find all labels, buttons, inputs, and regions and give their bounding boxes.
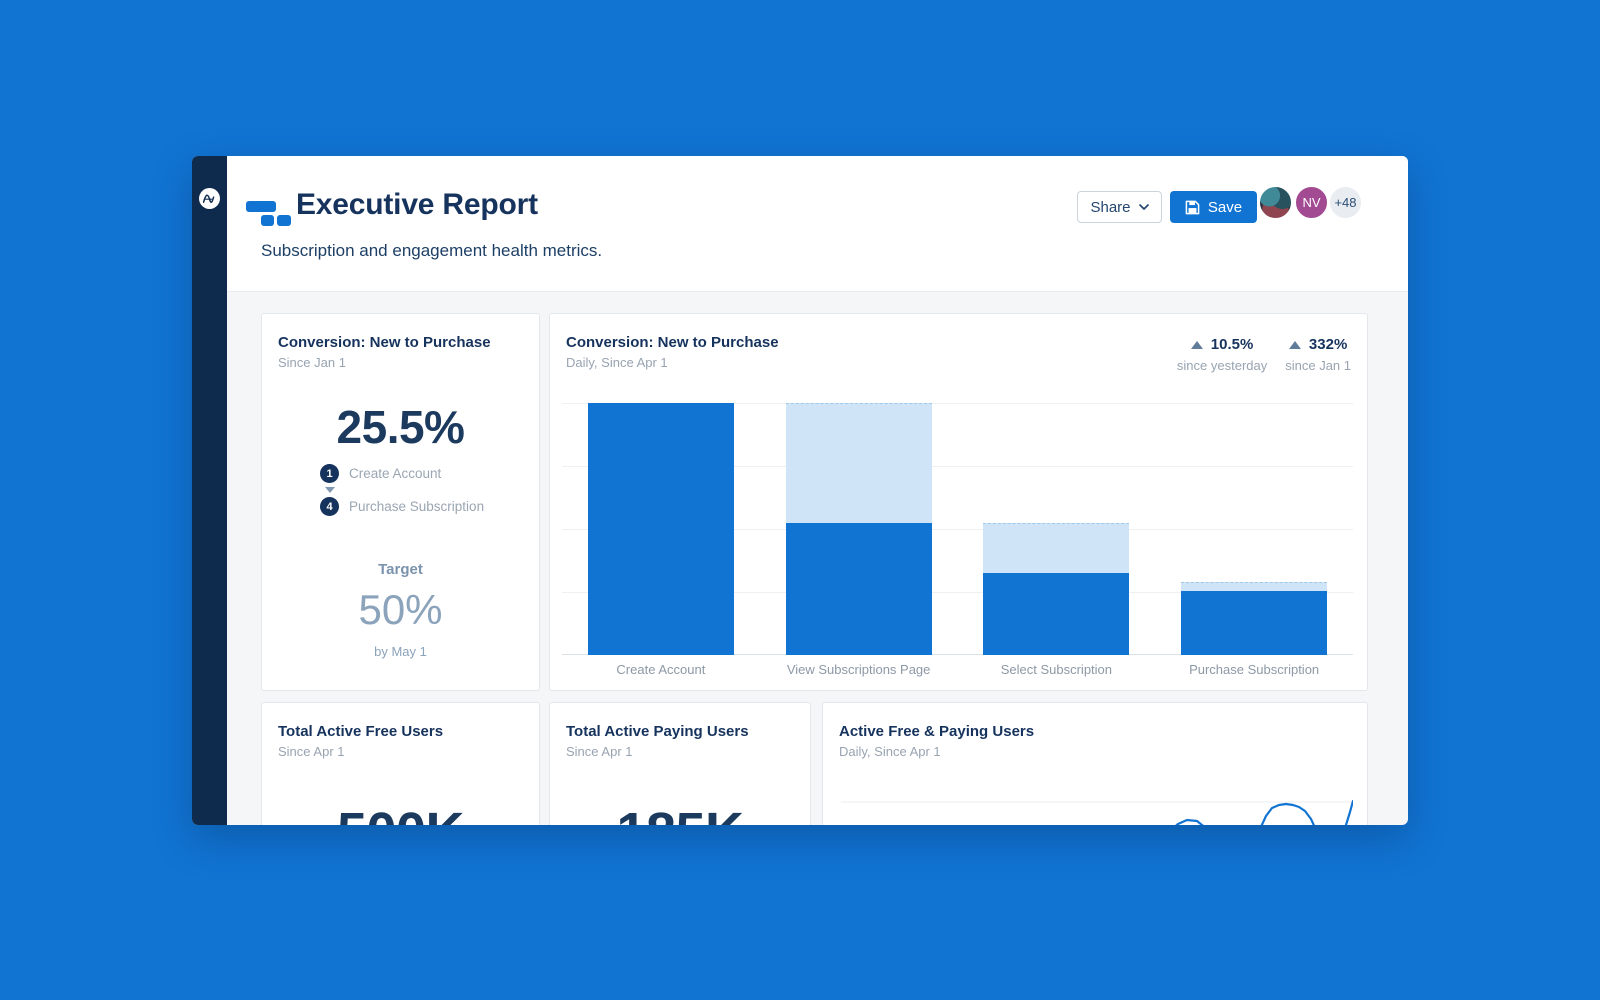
funnel-bar-group <box>958 403 1156 655</box>
card-title: Total Active Free Users <box>278 723 444 740</box>
delta-stat: 10.5% since yesterday <box>1177 336 1267 373</box>
app-sidebar <box>192 156 227 825</box>
funnel-steps: 1 Create Account 4 Purchase Subscription <box>320 464 484 516</box>
funnel-bar-group <box>760 403 958 655</box>
save-button[interactable]: Save <box>1170 191 1257 223</box>
avatar-photo[interactable] <box>1258 185 1293 220</box>
step-label: Purchase Subscription <box>349 499 485 514</box>
funnel-bar <box>587 403 734 655</box>
target-label: Target <box>378 561 423 578</box>
paying-users-card: Total Active Paying Users Since Apr 1 18… <box>549 702 811 825</box>
save-floppy-icon <box>1185 200 1200 214</box>
card-subtitle: Daily, Since Apr 1 <box>839 744 941 759</box>
report-grid-icon <box>246 201 291 226</box>
card-subtitle: Since Apr 1 <box>566 744 633 759</box>
step-number-badge: 4 <box>320 497 339 516</box>
share-button-label: Share <box>1090 198 1131 216</box>
funnel-bar <box>785 522 932 655</box>
conversion-value: 25.5% <box>336 401 465 453</box>
step-label: Create Account <box>349 466 442 481</box>
card-title: Active Free & Paying Users <box>839 723 1035 740</box>
paying-users-value: 185K <box>550 801 810 825</box>
free-users-value: 500K <box>262 801 539 825</box>
page-subtitle: Subscription and engagement health metri… <box>261 241 603 260</box>
target-value: 50% <box>358 586 443 633</box>
triangle-up-icon <box>1288 340 1301 349</box>
funnel-step: 4 Purchase Subscription <box>320 497 484 516</box>
funnel-x-label: Select Subscription <box>1000 662 1113 677</box>
delta-stats: 10.5% since yesterday 332% since Jan 1 <box>1177 336 1351 373</box>
step-arrow-down-icon <box>325 487 335 493</box>
share-button[interactable]: Share <box>1077 191 1162 223</box>
card-subtitle: Since Apr 1 <box>278 744 345 759</box>
app-window: Executive Report Subscription and engage… <box>192 156 1408 825</box>
stat-period: since yesterday <box>1176 358 1268 373</box>
funnel-x-label: View Subscriptions Page <box>786 662 931 677</box>
funnel-x-label: Create Account <box>616 662 706 677</box>
card-subtitle: Since Jan 1 <box>278 355 346 370</box>
page-title: Executive Report <box>296 188 538 221</box>
funnel-bars <box>562 403 1353 655</box>
funnel-bar <box>1181 590 1328 655</box>
funnel-bar-group <box>1155 403 1353 655</box>
avatar-initials[interactable]: NV <box>1294 185 1329 220</box>
card-subtitle: Daily, Since Apr 1 <box>566 355 668 370</box>
triangle-up-icon <box>1190 340 1203 349</box>
conversion-summary-card: Conversion: New to Purchase Since Jan 1 … <box>261 313 540 691</box>
target-deadline: by May 1 <box>374 644 427 659</box>
active-users-chart-card: Active Free & Paying Users Daily, Since … <box>822 702 1368 825</box>
stat-delta-value: 332% <box>1308 336 1348 353</box>
stat-period: since Jan 1 <box>1285 358 1351 373</box>
funnel-x-label: Purchase Subscription <box>1189 662 1320 677</box>
avatar-overflow-count[interactable]: +48 <box>1328 185 1363 220</box>
active-users-line <box>1175 799 1353 825</box>
save-button-label: Save <box>1207 198 1243 216</box>
amplitude-logo[interactable] <box>199 188 220 209</box>
card-title: Conversion: New to Purchase <box>278 334 491 351</box>
funnel-bar-group <box>562 403 760 655</box>
chevron-down-icon <box>1138 204 1149 210</box>
stat-delta-value: 10.5% <box>1210 336 1254 353</box>
funnel-plot <box>562 403 1353 655</box>
funnel-xlabels: Create Account View Subscriptions Page Sel… <box>562 662 1353 677</box>
delta-stat: 332% since Jan 1 <box>1285 336 1351 373</box>
card-title: Total Active Paying Users <box>566 723 749 740</box>
free-users-card: Total Active Free Users Since Apr 1 500K <box>261 702 540 825</box>
funnel-step: 1 Create Account <box>320 464 484 483</box>
step-number-badge: 1 <box>320 464 339 483</box>
active-users-line-chart <box>841 799 1353 825</box>
conversion-funnel-chart-card: Conversion: New to Purchase Daily, Since… <box>549 313 1368 691</box>
report-header: Executive Report Subscription and engage… <box>227 156 1408 292</box>
card-title: Conversion: New to Purchase <box>566 334 779 351</box>
funnel-bar <box>983 573 1130 655</box>
